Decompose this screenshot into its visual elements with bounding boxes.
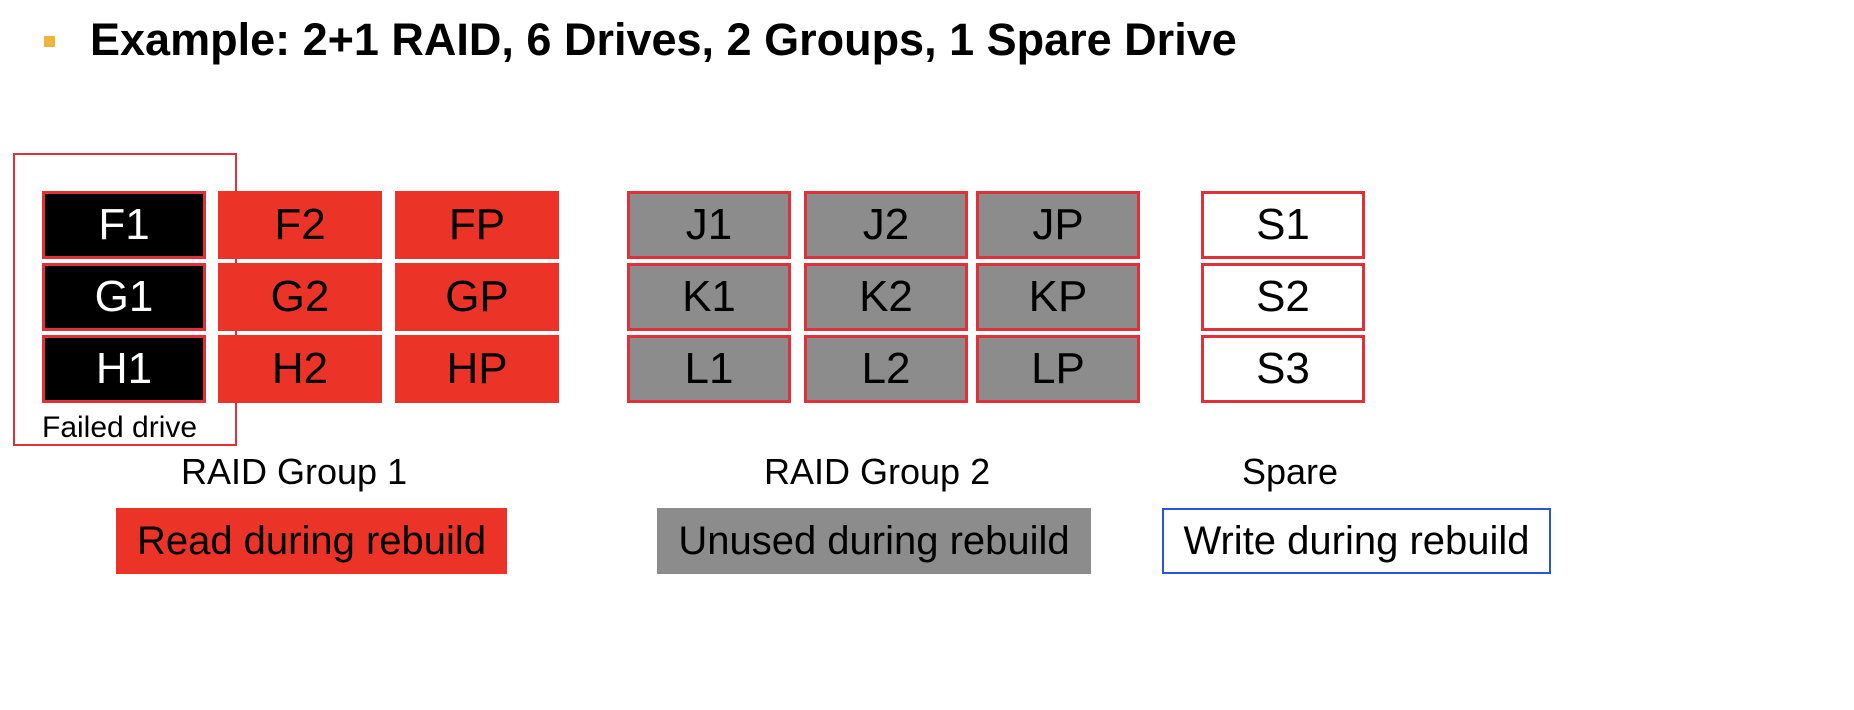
drive-block-s1: S1 [1201, 191, 1365, 259]
raid-group-2-label: RAID Group 2 [764, 451, 991, 492]
legend-read-during-rebuild: Read during rebuild [116, 508, 507, 574]
drive-block-l2: L2 [804, 335, 968, 403]
drive-block-k2: K2 [804, 263, 968, 331]
drive-block-h1: H1 [42, 335, 206, 403]
drive-block-h2: H2 [218, 335, 382, 403]
drive-block-f2: F2 [218, 191, 382, 259]
drive-block-l1: L1 [627, 335, 791, 403]
drive-block-lp: LP [976, 335, 1140, 403]
drive-block-g1: G1 [42, 263, 206, 331]
drive-block-hp: HP [395, 335, 559, 403]
failed-drive-label: Failed drive [42, 411, 198, 444]
drive-block-fp: FP [395, 191, 559, 259]
bullet-marker [44, 36, 55, 47]
drive-block-k1: K1 [627, 263, 791, 331]
legend-unused-during-rebuild: Unused during rebuild [657, 508, 1091, 574]
drive-block-g2: G2 [218, 263, 382, 331]
raid-group-1-label: RAID Group 1 [181, 451, 408, 492]
drive-block-j1: J1 [627, 191, 791, 259]
page-title: Example: 2+1 RAID, 6 Drives, 2 Groups, 1… [90, 14, 1237, 65]
drive-block-kp: KP [976, 263, 1140, 331]
spare-group-label: Spare [1242, 451, 1339, 492]
drive-block-s3: S3 [1201, 335, 1365, 403]
legend-write-during-rebuild: Write during rebuild [1162, 508, 1551, 574]
drive-block-gp: GP [395, 263, 559, 331]
drive-block-s2: S2 [1201, 263, 1365, 331]
drive-block-jp: JP [976, 191, 1140, 259]
drive-block-f1: F1 [42, 191, 206, 259]
drive-block-j2: J2 [804, 191, 968, 259]
